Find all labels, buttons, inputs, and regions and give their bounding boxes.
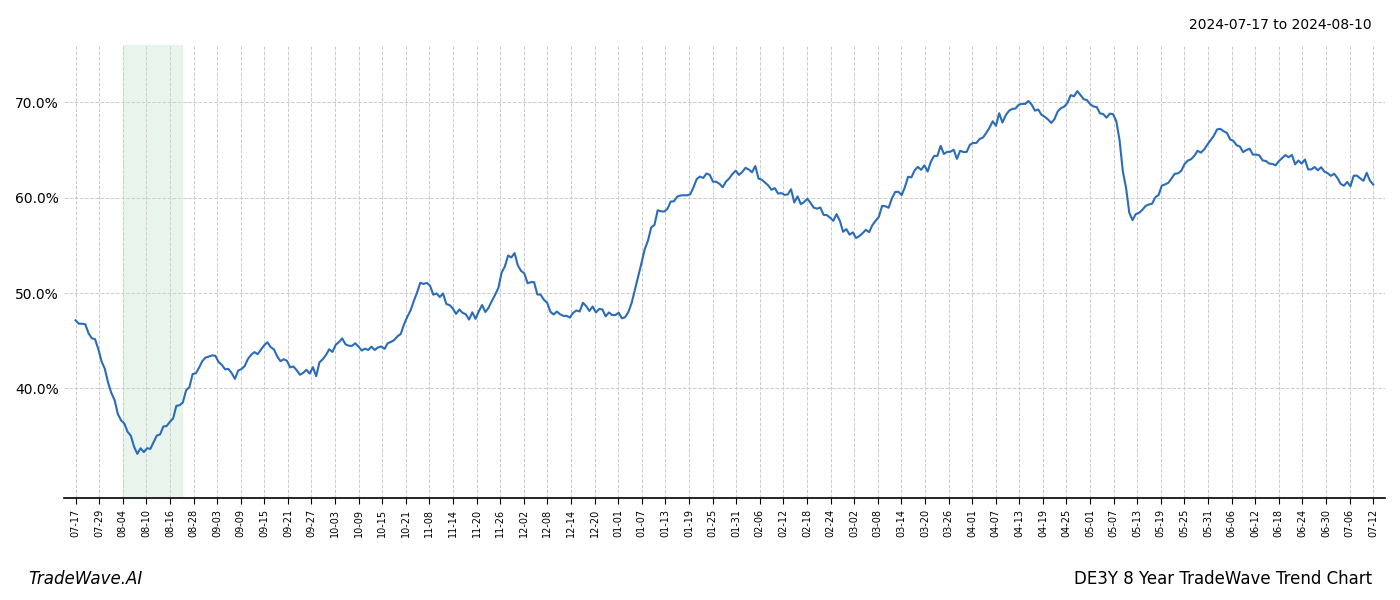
Text: 2024-07-17 to 2024-08-10: 2024-07-17 to 2024-08-10 xyxy=(1190,18,1372,32)
Text: DE3Y 8 Year TradeWave Trend Chart: DE3Y 8 Year TradeWave Trend Chart xyxy=(1074,570,1372,588)
Text: TradeWave.AI: TradeWave.AI xyxy=(28,570,143,588)
Bar xyxy=(123,45,182,498)
